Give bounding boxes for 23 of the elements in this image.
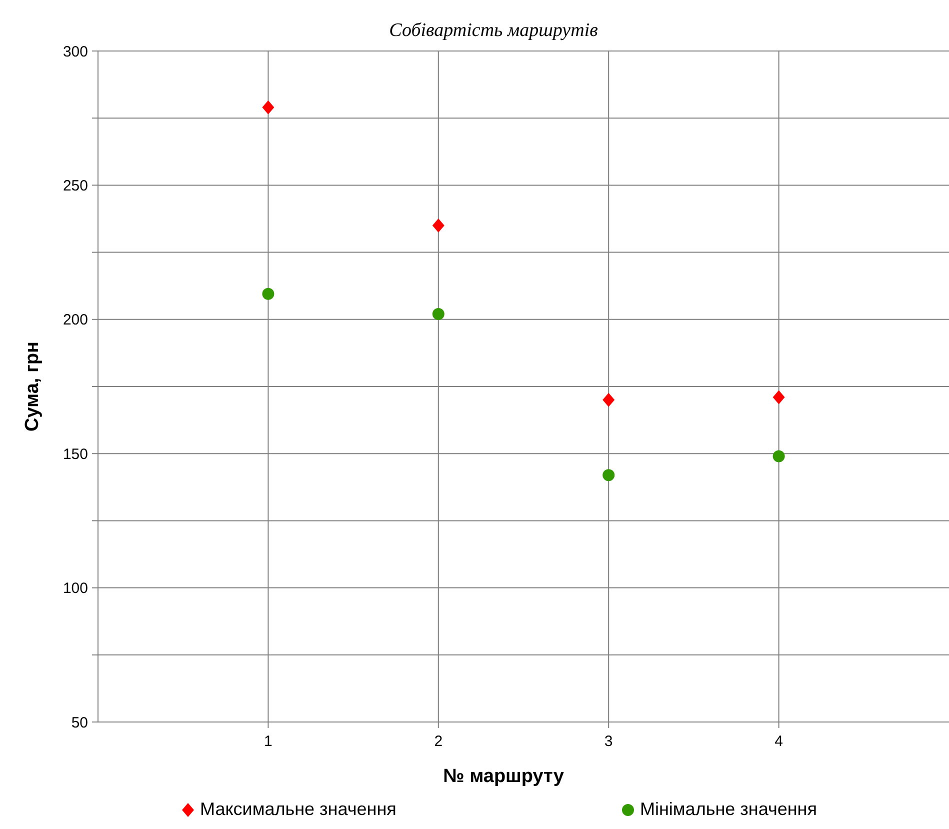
x-tick-label: 2 xyxy=(434,733,443,750)
legend-label: Максимальне значення xyxy=(200,799,396,819)
y-tick-label: 150 xyxy=(62,446,88,463)
point xyxy=(602,469,615,482)
point xyxy=(772,450,785,462)
point xyxy=(772,390,785,404)
y-tick-label: 50 xyxy=(71,714,88,732)
chart-title: Собівартість маршрутів xyxy=(389,20,598,41)
point xyxy=(432,218,444,232)
legend-label: Мінімальне значення xyxy=(640,799,817,819)
point xyxy=(262,100,274,114)
point xyxy=(602,392,615,407)
y-tick-label: 200 xyxy=(62,312,88,329)
x-tick-label: 4 xyxy=(774,733,783,750)
point xyxy=(262,288,274,300)
y-tick-label: 300 xyxy=(62,43,88,60)
x-tick-label: 3 xyxy=(604,733,613,750)
y-axis-title: Сума, грн xyxy=(22,342,43,432)
point xyxy=(432,308,444,320)
x-tick-label: 1 xyxy=(264,733,272,750)
y-tick-label: 100 xyxy=(62,580,88,598)
x-axis-title: № маршруту xyxy=(443,766,564,787)
y-tick-label: 250 xyxy=(62,177,88,194)
